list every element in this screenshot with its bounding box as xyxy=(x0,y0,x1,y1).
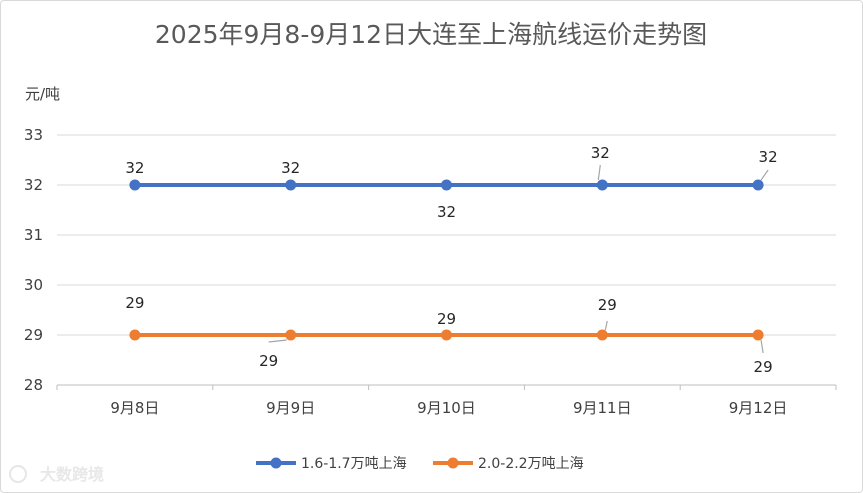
label-leader-line xyxy=(604,320,608,331)
x-tick-label: 9月9日 xyxy=(266,399,315,417)
data-point[interactable] xyxy=(752,179,764,191)
legend-marker xyxy=(447,457,459,469)
label-leader-line xyxy=(268,339,287,343)
y-tick-label: 33 xyxy=(24,126,43,144)
data-label: 32 xyxy=(125,159,144,177)
data-label: 29 xyxy=(754,358,773,376)
data-point[interactable] xyxy=(596,329,608,341)
y-axis-unit-label: 元/吨 xyxy=(25,85,60,103)
label-leader-line xyxy=(597,164,601,181)
data-point[interactable] xyxy=(129,179,141,191)
data-labels: 32 32 32 32 32 29 29 29 29 29 xyxy=(125,144,777,376)
axes: 28 29 30 31 32 33 9月8日 9月9日 9月10日 9月11日 9月12日 xyxy=(24,126,837,417)
chart-title: 2025年9月8-9月12日大连至上海航线运价走势图 xyxy=(155,20,707,49)
x-tick-label: 9月8日 xyxy=(110,399,159,417)
legend[interactable]: 1.6-1.7万吨上海 2.0-2.2万吨上海 xyxy=(256,456,584,472)
watermark-icon xyxy=(9,465,27,483)
gridlines xyxy=(57,134,836,336)
watermark-logo: 大数跨境 xyxy=(9,465,104,484)
data-label: 29 xyxy=(125,294,144,312)
data-label: 29 xyxy=(437,310,456,328)
data-label: 29 xyxy=(259,352,278,370)
data-point[interactable] xyxy=(752,329,764,341)
x-tick-label: 9月10日 xyxy=(417,399,476,417)
label-leader-line xyxy=(760,169,769,181)
data-point[interactable] xyxy=(596,179,608,191)
x-tick-label: 9月12日 xyxy=(729,399,788,417)
series-lines xyxy=(129,179,764,341)
data-point[interactable] xyxy=(441,329,452,341)
label-leader-line xyxy=(760,339,764,354)
y-tick-label: 28 xyxy=(24,376,43,394)
legend-item-2[interactable]: 2.0-2.2万吨上海 xyxy=(433,456,584,472)
data-point[interactable] xyxy=(129,329,141,341)
data-label: 32 xyxy=(591,144,610,162)
x-tick-label: 9月11日 xyxy=(573,399,632,417)
y-tick-label: 32 xyxy=(24,176,43,194)
legend-item-1[interactable]: 1.6-1.7万吨上海 xyxy=(256,456,407,472)
data-label: 32 xyxy=(759,148,778,166)
data-label: 29 xyxy=(598,296,617,314)
legend-label: 2.0-2.2万吨上海 xyxy=(478,456,584,472)
y-tick-label: 29 xyxy=(24,326,43,344)
data-point[interactable] xyxy=(285,179,297,191)
y-tick-label: 31 xyxy=(24,226,43,244)
watermark-text: 大数跨境 xyxy=(40,465,104,484)
data-label: 32 xyxy=(437,203,456,221)
legend-label: 1.6-1.7万吨上海 xyxy=(301,456,407,472)
data-label: 32 xyxy=(281,159,300,177)
data-point[interactable] xyxy=(441,179,452,191)
y-tick-label: 30 xyxy=(24,276,43,294)
data-point[interactable] xyxy=(285,329,297,341)
legend-marker xyxy=(270,457,282,469)
